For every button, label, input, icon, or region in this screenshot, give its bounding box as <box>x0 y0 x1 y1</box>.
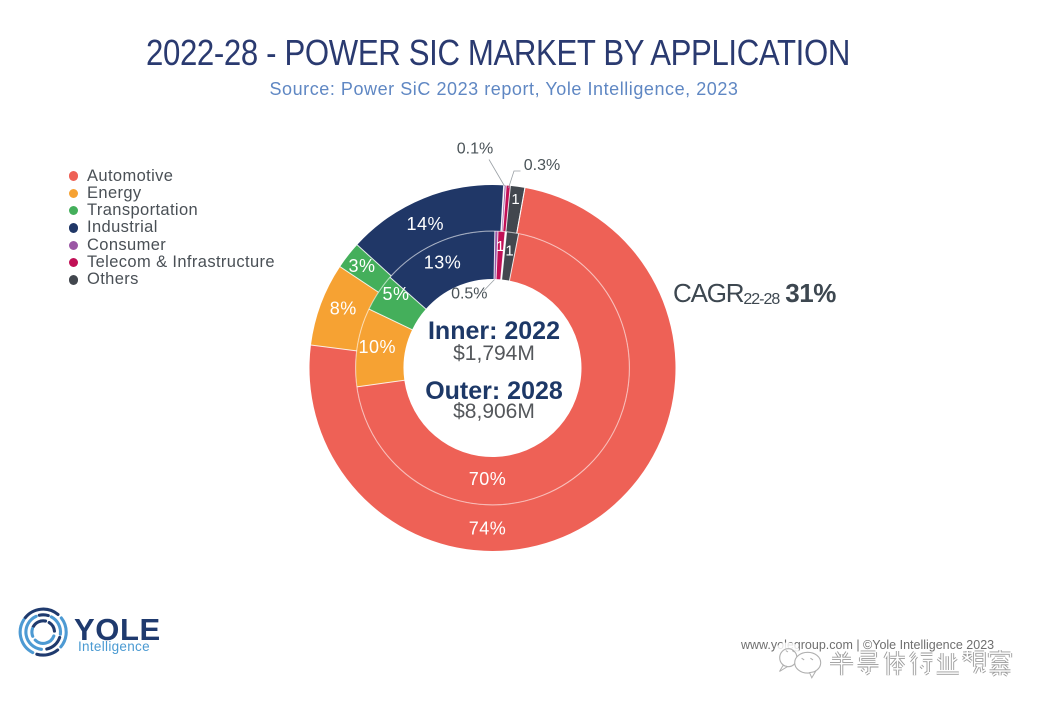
svg-text:1: 1 <box>511 191 520 208</box>
svg-text:3%: 3% <box>348 256 375 276</box>
svg-text:8%: 8% <box>330 299 357 319</box>
svg-text:0.5%: 0.5% <box>451 286 487 303</box>
svg-text:13%: 13% <box>424 252 462 272</box>
svg-text:1: 1 <box>505 242 514 259</box>
svg-text:74%: 74% <box>469 519 507 539</box>
svg-text:0.3%: 0.3% <box>524 157 560 174</box>
svg-text:14%: 14% <box>407 214 445 234</box>
svg-text:5%: 5% <box>382 284 409 304</box>
svg-text:0.1%: 0.1% <box>457 140 493 157</box>
svg-text:10%: 10% <box>359 337 397 357</box>
svg-text:70%: 70% <box>469 469 507 489</box>
svg-text:1: 1 <box>496 238 505 255</box>
